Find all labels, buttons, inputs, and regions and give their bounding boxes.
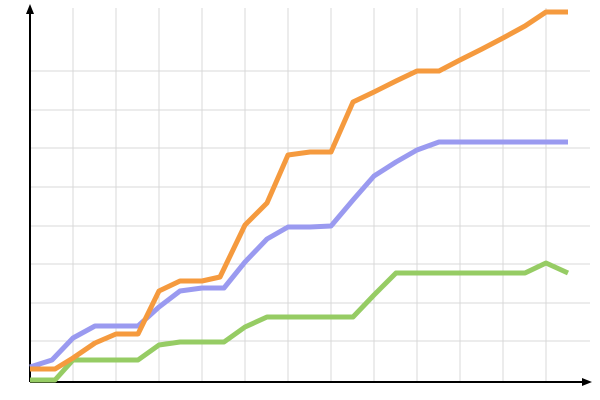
vertical-gridlines (72, 8, 547, 382)
series-line-orange (30, 9, 568, 372)
series-line-green (30, 260, 570, 383)
x-axis-arrow-icon (582, 378, 592, 386)
series-line-purple (29, 139, 568, 370)
y-axis-arrow-icon (26, 4, 34, 14)
